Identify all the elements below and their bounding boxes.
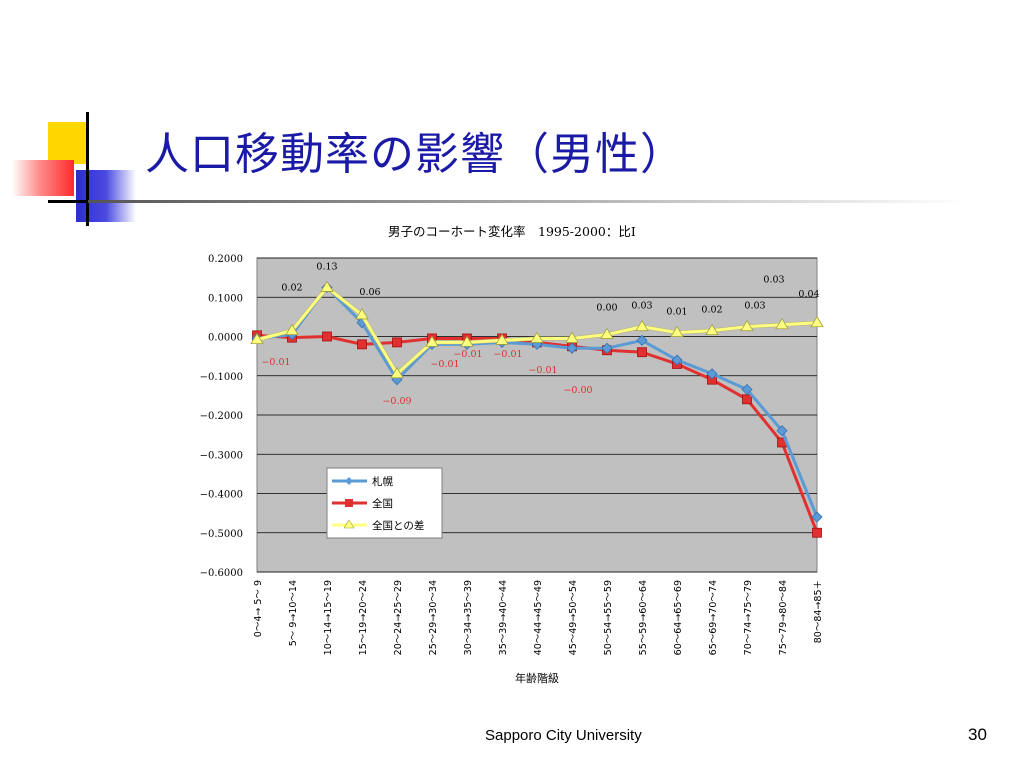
y-tick-label: −0.3000 bbox=[200, 450, 243, 461]
x-tick-label: 20～24→25～29 bbox=[393, 580, 404, 655]
data-point-national bbox=[322, 331, 332, 342]
data-label-difference: 0.02 bbox=[701, 305, 722, 316]
deco-yellow-square bbox=[48, 122, 88, 164]
data-label-red: −0.01 bbox=[453, 349, 482, 360]
deco-horizontal-line bbox=[48, 200, 108, 203]
x-tick-label: 55～59→60～64 bbox=[638, 580, 649, 655]
x-tick-label: 25～29→30～34 bbox=[428, 580, 439, 655]
footer-text: Sapporo City University bbox=[485, 727, 642, 744]
x-tick-label: 40～44→45～49 bbox=[533, 580, 544, 655]
y-tick-label: −0.5000 bbox=[200, 529, 243, 540]
x-tick-label: 35～39→40～44 bbox=[498, 580, 509, 655]
page-title: 人口移動率の影響（男性） bbox=[145, 129, 685, 180]
data-point-sapporo bbox=[776, 425, 788, 437]
x-tick-label: 30～34→35～39 bbox=[463, 580, 474, 655]
y-tick-label: 0.0000 bbox=[208, 333, 243, 344]
data-point-difference bbox=[670, 325, 684, 337]
data-point-difference bbox=[425, 335, 439, 347]
data-point-difference bbox=[390, 367, 404, 379]
data-label-difference: 0.13 bbox=[316, 261, 337, 272]
data-label-difference: 0.02 bbox=[281, 283, 302, 294]
data-point-difference bbox=[355, 308, 369, 320]
data-label-red: −0.01 bbox=[528, 365, 557, 376]
data-label-red: −0.01 bbox=[430, 359, 459, 370]
data-point-difference bbox=[565, 331, 579, 343]
chart-title: 男子のコーホート変化率 1995-2000：比Ⅰ bbox=[388, 224, 636, 239]
data-label-red: −0.09 bbox=[382, 396, 411, 407]
data-point-difference bbox=[285, 323, 299, 336]
data-point-difference bbox=[320, 280, 334, 292]
x-tick-label: 45～49→50～54 bbox=[568, 580, 579, 655]
data-point-national bbox=[742, 394, 752, 405]
x-tick-label: 80～84→85＋ bbox=[813, 580, 824, 643]
data-point-national bbox=[812, 527, 822, 538]
data-point-difference bbox=[635, 319, 649, 332]
deco-vertical-line bbox=[86, 112, 89, 226]
data-label-difference: 0.01 bbox=[666, 307, 687, 318]
data-point-difference bbox=[530, 331, 544, 343]
x-tick-label: 5～ 9→10～14 bbox=[288, 580, 299, 646]
title-underline bbox=[88, 200, 968, 203]
data-label-red: −0.00 bbox=[563, 385, 592, 396]
legend-marker bbox=[345, 499, 353, 507]
data-point-difference bbox=[600, 327, 614, 339]
data-point-sapporo bbox=[601, 342, 613, 354]
data-point-sapporo bbox=[706, 368, 718, 380]
x-tick-label: 10～14→15～19 bbox=[323, 580, 334, 655]
legend-label: 札幌 bbox=[372, 475, 393, 488]
data-point-national bbox=[357, 339, 367, 350]
y-tick-label: 0.1000 bbox=[208, 293, 243, 304]
data-point-difference bbox=[810, 315, 824, 328]
legend-label: 全国との差 bbox=[372, 519, 424, 532]
y-tick-label: −0.4000 bbox=[200, 490, 243, 501]
x-tick-label: 65～69→70～74 bbox=[708, 580, 719, 655]
y-tick-label: −0.6000 bbox=[200, 568, 243, 579]
data-point-sapporo bbox=[671, 354, 683, 366]
x-tick-label: 0～4→ 5～ 9 bbox=[253, 580, 264, 637]
data-point-difference bbox=[705, 323, 719, 336]
x-tick-label: 70～74→75～79 bbox=[743, 580, 754, 655]
data-point-sapporo bbox=[811, 511, 823, 523]
page-number: 30 bbox=[968, 725, 987, 744]
x-axis-title: 年齢階級 bbox=[515, 671, 559, 685]
data-label-difference: 0.00 bbox=[596, 303, 617, 314]
data-point-difference bbox=[775, 317, 789, 330]
data-point-national bbox=[637, 347, 647, 358]
data-point-sapporo bbox=[636, 334, 648, 346]
data-label-red: −0.01 bbox=[493, 349, 522, 360]
x-tick-label: 60～64→65～69 bbox=[673, 580, 684, 655]
data-label-difference: 0.03 bbox=[631, 301, 652, 312]
data-point-difference bbox=[495, 333, 509, 345]
legend-marker bbox=[345, 477, 353, 485]
data-point-sapporo bbox=[566, 342, 578, 354]
data-label-difference: 0.04 bbox=[798, 289, 819, 300]
legend-label: 全国 bbox=[372, 497, 393, 510]
legend-marker bbox=[343, 519, 355, 529]
data-point-difference bbox=[740, 319, 754, 332]
data-label-red: −0.01 bbox=[261, 357, 290, 368]
x-tick-label: 50～54→55～59 bbox=[603, 580, 614, 655]
deco-red-square bbox=[12, 160, 74, 196]
y-tick-label: 0.2000 bbox=[208, 254, 243, 265]
data-label-difference: 0.06 bbox=[359, 287, 380, 298]
x-tick-label: 15～19→20～24 bbox=[358, 580, 369, 655]
y-tick-label: −0.1000 bbox=[200, 372, 243, 383]
data-point-national bbox=[392, 337, 402, 348]
y-tick-label: −0.2000 bbox=[200, 411, 243, 422]
data-label-difference: 0.03 bbox=[744, 301, 765, 312]
data-point-difference bbox=[460, 335, 474, 347]
x-tick-label: 75～79→80～84 bbox=[778, 580, 789, 655]
data-point-difference bbox=[250, 332, 264, 345]
data-label-difference: 0.03 bbox=[763, 275, 784, 286]
data-point-sapporo bbox=[741, 383, 753, 396]
